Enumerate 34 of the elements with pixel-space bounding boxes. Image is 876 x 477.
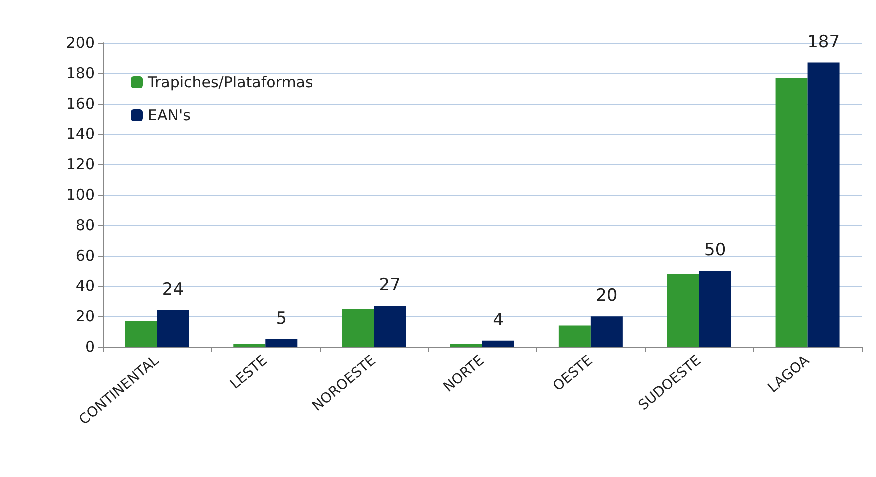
data-label: 5 xyxy=(276,308,288,329)
y-tick-label: 20 xyxy=(76,308,95,326)
bar xyxy=(808,62,840,347)
y-tick-label: 40 xyxy=(76,277,95,296)
y-tick-label: 200 xyxy=(66,34,95,52)
data-label: 27 xyxy=(379,275,401,296)
bar xyxy=(157,310,190,347)
y-tick-label: 0 xyxy=(85,338,95,356)
y-tick-label: 120 xyxy=(66,156,95,174)
y-tick-label: 180 xyxy=(66,64,95,82)
y-tick-label: 100 xyxy=(66,186,95,204)
bar xyxy=(125,321,158,347)
y-tick-label: 160 xyxy=(66,94,95,113)
bar xyxy=(342,309,374,347)
y-tick-label: 140 xyxy=(66,125,95,144)
bar xyxy=(558,326,591,347)
data-label: 187 xyxy=(808,32,840,52)
bar xyxy=(590,316,623,347)
bar xyxy=(374,306,406,347)
bar xyxy=(234,344,266,347)
bar xyxy=(776,78,808,347)
data-label: 50 xyxy=(704,240,726,260)
y-tick-label: 80 xyxy=(76,216,95,234)
legend-label: EAN's xyxy=(148,106,192,124)
data-label: 4 xyxy=(493,310,504,330)
data-label: 24 xyxy=(162,280,184,300)
data-label: 20 xyxy=(596,286,618,306)
legend-label: Trapiches/Plataformas xyxy=(147,74,314,92)
bar xyxy=(266,339,298,347)
bar xyxy=(450,344,482,347)
bar xyxy=(699,271,732,347)
y-tick-label: 60 xyxy=(76,246,95,265)
bar xyxy=(667,274,700,347)
bar xyxy=(482,340,514,347)
